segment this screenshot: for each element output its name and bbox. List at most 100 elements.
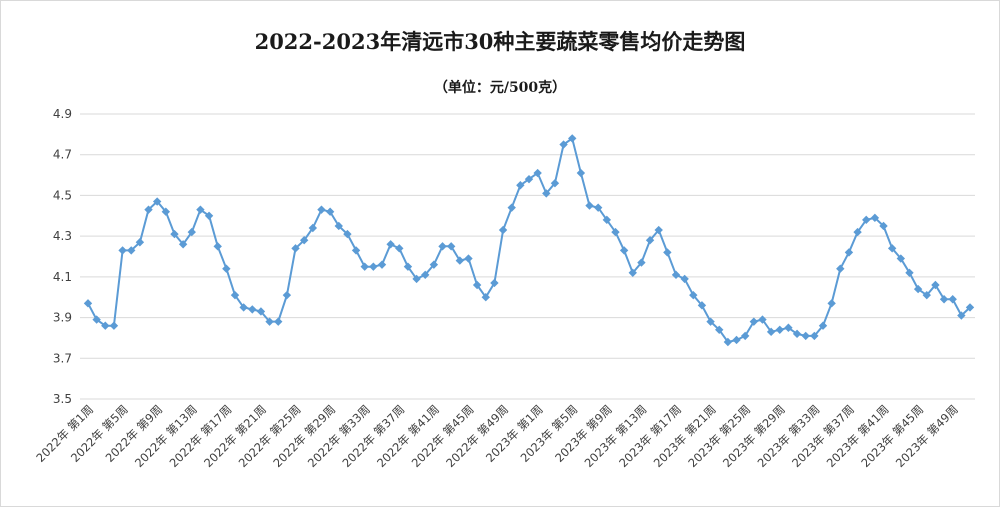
- data-point-marker: [680, 274, 689, 284]
- data-point-marker: [844, 248, 854, 257]
- data-point-marker: [135, 238, 145, 247]
- data-point-marker: [740, 331, 750, 341]
- data-point-marker: [274, 317, 283, 326]
- data-point-marker: [282, 290, 292, 300]
- data-point-marker: [550, 179, 560, 188]
- data-point-marker: [325, 207, 335, 216]
- data-point-marker: [334, 221, 343, 231]
- data-point-marker: [403, 262, 413, 271]
- data-point-marker: [265, 317, 274, 326]
- data-point-marker: [801, 331, 810, 341]
- y-tick-label: 3.9: [53, 311, 72, 325]
- data-point-marker: [671, 270, 681, 280]
- data-point-marker: [516, 181, 525, 190]
- data-point-marker: [299, 236, 309, 245]
- data-point-marker: [862, 215, 871, 225]
- data-point-marker: [645, 236, 655, 245]
- data-point-marker: [161, 207, 171, 216]
- y-axis-ticks: 3.5 3.7 3.9 4.1 4.3 4.5 4.7 4.9: [53, 107, 72, 406]
- data-point-marker: [533, 168, 542, 178]
- data-point-marker: [870, 213, 880, 223]
- data-point-marker: [758, 315, 767, 324]
- data-point-marker: [559, 140, 568, 149]
- data-point-marker: [792, 329, 802, 339]
- data-point-marker: [507, 203, 516, 212]
- data-point-marker: [343, 229, 352, 239]
- data-point-marker: [542, 189, 551, 198]
- data-point-marker: [879, 221, 888, 231]
- data-point-marker: [170, 229, 179, 239]
- data-point-marker: [239, 303, 248, 312]
- data-point-marker: [83, 299, 93, 308]
- data-point-marker: [637, 258, 646, 267]
- data-point-marker: [628, 268, 637, 277]
- data-point-marker: [749, 317, 759, 326]
- data-point-marker: [585, 201, 594, 210]
- data-point-marker: [775, 325, 784, 334]
- data-point-marker: [611, 227, 620, 237]
- data-point-marker: [593, 203, 603, 212]
- data-point-marker: [576, 168, 586, 178]
- data-point-marker: [481, 293, 490, 302]
- y-tick-label: 4.1: [53, 270, 72, 284]
- chart-title: 2022-2023年清远市30种主要蔬菜零售均价走势图: [254, 29, 746, 54]
- data-point-marker: [386, 240, 395, 249]
- data-point-marker: [827, 299, 836, 308]
- data-point-marker: [715, 325, 724, 334]
- series-markers: [83, 134, 975, 347]
- data-point-marker: [602, 215, 612, 225]
- data-point-marker: [836, 264, 845, 273]
- data-point-marker: [92, 315, 101, 324]
- data-point-marker: [351, 246, 361, 255]
- y-tick-label: 4.9: [53, 107, 72, 121]
- data-point-marker: [187, 227, 196, 237]
- data-point-marker: [291, 244, 300, 253]
- data-point-marker: [118, 246, 127, 255]
- data-point-marker: [377, 260, 387, 269]
- data-point-marker: [957, 311, 966, 320]
- data-point-marker: [939, 295, 949, 304]
- data-point-marker: [109, 321, 119, 330]
- data-point-marker: [395, 244, 404, 253]
- data-point-marker: [931, 280, 940, 290]
- data-point-marker: [784, 323, 793, 332]
- data-point-marker: [455, 256, 465, 265]
- data-point-marker: [256, 307, 266, 316]
- series-line: [87, 136, 971, 344]
- data-point-marker: [222, 264, 231, 273]
- data-point-marker: [178, 240, 188, 249]
- data-point-marker: [421, 270, 430, 280]
- data-point-marker: [308, 223, 318, 233]
- data-point-marker: [619, 246, 629, 255]
- data-point-marker: [706, 317, 715, 326]
- y-tick-label: 3.5: [53, 392, 72, 406]
- data-point-marker: [887, 244, 897, 253]
- data-point-marker: [230, 290, 240, 300]
- data-point-marker: [818, 321, 828, 330]
- gridlines: [80, 113, 975, 400]
- data-point-marker: [810, 331, 819, 341]
- data-point-marker: [144, 205, 153, 214]
- y-tick-label: 4.7: [53, 148, 72, 162]
- y-tick-label: 4.3: [53, 229, 72, 243]
- data-point-marker: [152, 197, 162, 206]
- data-point-marker: [446, 242, 456, 251]
- data-point-marker: [913, 284, 923, 294]
- y-tick-label: 3.7: [53, 351, 72, 365]
- data-point-marker: [663, 248, 672, 257]
- chart-subtitle: （单位：元/500克）: [433, 80, 567, 96]
- data-point-marker: [429, 260, 439, 269]
- data-point-marker: [697, 301, 707, 310]
- data-point-marker: [438, 242, 447, 251]
- data-point-marker: [524, 174, 534, 184]
- data-point-marker: [689, 290, 698, 300]
- x-tick-label: 2023年 第49周: [893, 402, 961, 470]
- data-point-marker: [723, 337, 733, 347]
- data-point-marker: [905, 268, 914, 277]
- data-point-marker: [317, 205, 326, 214]
- data-point-marker: [412, 274, 421, 284]
- data-point-marker: [490, 278, 499, 288]
- data-point-marker: [369, 262, 378, 271]
- data-point-marker: [196, 205, 205, 214]
